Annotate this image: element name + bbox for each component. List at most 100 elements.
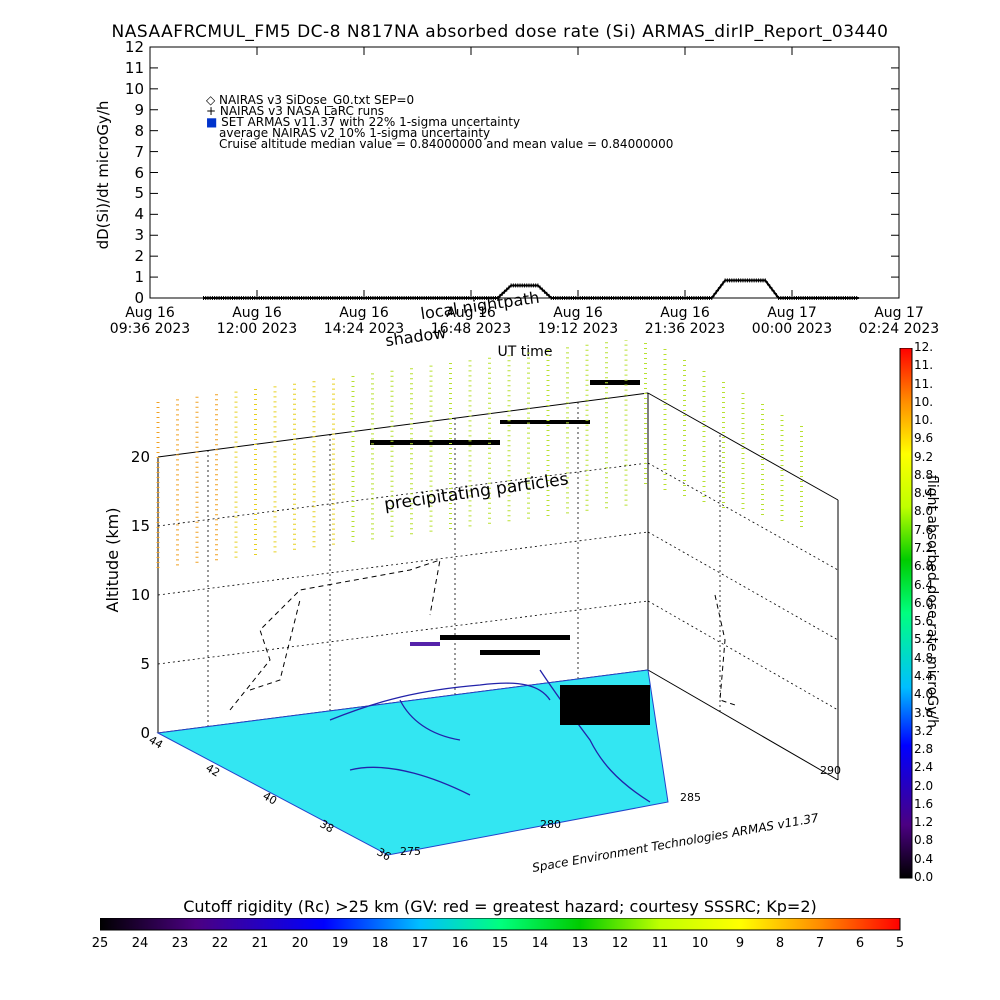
x-tick-label: Aug 16 16:48 2023 (430, 305, 512, 337)
x-axis-label: UT time (497, 344, 553, 360)
y-tick-label: 4 (134, 205, 144, 224)
colorbar-tick-label: 6.8 (914, 559, 934, 574)
legend-entry-sidose: ◇ NAIRAS v3 SiDose_G0.txt SEP=0 (206, 93, 415, 107)
colorbar-tick-label: 5.2 (914, 632, 934, 647)
colorbar-tick-label: 8.0 (914, 504, 934, 519)
y-tick-label: 11 (124, 58, 144, 77)
altitude-tick-label: 5 (140, 655, 150, 673)
longitude-tick-label: 285 (680, 791, 701, 804)
altitude-axis-label: Altitude (km) (103, 508, 122, 613)
cutoff-tick-label: 25 (91, 936, 109, 951)
colorbar-tick-label: 8.8 (914, 467, 934, 482)
cutoff-tick-label: 22 (211, 936, 229, 951)
longitude-tick-label: 280 (540, 818, 561, 831)
colorbar-tick-label: 4.4 (914, 668, 934, 683)
cutoff-label: Cutoff rigidity (Rc) >25 km (GV: red = g… (183, 897, 817, 916)
y-tick-label: 6 (134, 163, 144, 182)
series-points-armas (203, 278, 858, 300)
precipitating-particles-annotation: precipitating particles (383, 469, 570, 515)
cutoff-tick-label: 16 (451, 936, 469, 951)
longitude-ticks: 275 280 285 290 (400, 764, 841, 858)
colorbar-tick-label: 3.6 (914, 705, 934, 720)
legend-entry-larc: + NAIRAS v3 NASA LaRC runs (206, 104, 385, 118)
latitude-ticks: 44 42 40 38 36 (147, 733, 394, 863)
y-tick-label: 9 (134, 100, 144, 119)
altitude-3d-chart: precipitating particles Altitude (km) 0 5… (103, 340, 841, 875)
colorbar-tick-label: 10. (914, 413, 934, 428)
colorbar-tick-label: 9.6 (914, 431, 934, 446)
legend: ◇ NAIRAS v3 SiDose_G0.txt SEP=0 + NAIRAS… (206, 93, 674, 151)
cutoff-tick-label: 18 (371, 936, 389, 951)
colorbar-tick-label: 7.2 (914, 541, 934, 556)
y-tick-label: 0 (134, 289, 144, 307)
y-tick-label: 5 (134, 184, 144, 203)
credit-text: Space Environment Technologies ARMAS v11… (531, 811, 820, 875)
y-tick-label: 1 (134, 268, 144, 287)
x-tick-label: Aug 16 12:00 2023 (216, 305, 298, 337)
longitude-tick-label: 275 (400, 845, 421, 858)
map-floor (156, 669, 669, 856)
purple-points (410, 642, 440, 646)
dose-colorbar (899, 348, 913, 879)
cutoff-tick-label: 19 (331, 936, 349, 951)
colorbar-tick-label: 7.6 (914, 522, 934, 537)
latitude-tick-label: 40 (261, 789, 280, 807)
y-tick-label: 7 (134, 142, 144, 161)
colorbar-tick-label: 1.2 (914, 815, 934, 830)
colorbar-tick-label: 2.4 (914, 760, 934, 775)
cutoff-tick-label: 10 (691, 936, 709, 951)
cutoff-tick-label: 23 (171, 936, 189, 951)
latitude-tick-label: 42 (204, 761, 223, 779)
coastlines (329, 669, 651, 803)
cutoff-tick-label: 6 (855, 936, 865, 951)
legend-marker: ■ (206, 115, 218, 129)
colorbar-label: flight absorbed dose rate microGy/h (924, 475, 940, 728)
colorbar-tick-label: 4.8 (914, 650, 934, 665)
colorbar-tick-label: 6.4 (914, 577, 934, 592)
colorbar-tick-label: 11. (914, 358, 934, 373)
colorbar-tick-label: 9.2 (914, 449, 934, 464)
legend-text: NAIRAS v3 NASA LaRC runs (219, 104, 385, 118)
cutoff-tick-label: 12 (611, 936, 629, 951)
x-tick-label: Aug 16 21:36 2023 (644, 305, 726, 337)
colorbar-tick-label: 2.0 (914, 778, 934, 793)
flight-track (229, 559, 736, 711)
legend-text: Cruise altitude median value = 0.8400000… (219, 137, 674, 151)
colorbar-tick-label: 6.0 (914, 595, 934, 610)
cutoff-colorbar (100, 918, 901, 931)
colorbar-tick-label: 3.2 (914, 723, 934, 738)
particle-columns (156, 340, 803, 572)
latitude-tick-label: 38 (318, 817, 337, 835)
x-tick-label: Aug 17 02:24 2023 (858, 305, 940, 337)
colorbar-tick-label: 2.8 (914, 742, 934, 757)
y-tick-label: 2 (134, 247, 144, 266)
cutoff-tick-label: 9 (735, 936, 745, 951)
dose-rate-chart: dD(Si)/dt microGy/h (94, 46, 900, 300)
page-title: NASAAFRCMUL_FM5 DC-8 N817NA absorbed dos… (111, 22, 889, 42)
cutoff-tick-label: 7 (815, 936, 825, 951)
colorbar-tick-label: 1.6 (914, 796, 934, 811)
x-tick-marks (149, 47, 900, 298)
y-tick-marks (150, 46, 899, 299)
y-tick-label: 10 (124, 79, 144, 98)
measured-points (370, 380, 650, 725)
cutoff-tick-label: 21 (251, 936, 269, 951)
y-axis-label: dD(Si)/dt microGy/h (94, 101, 112, 250)
x-tick-label: Aug 16 09:36 2023 (109, 305, 191, 337)
colorbar-tick-label: 10. (914, 394, 934, 409)
colorbar-tick-label: 0.0 (914, 870, 934, 884)
longitude-tick-label: 290 (820, 764, 841, 777)
x-tick-label: Aug 16 19:12 2023 (537, 305, 619, 337)
altitude-tick-label: 15 (131, 517, 150, 535)
altitude-tick-label: 20 (131, 448, 150, 466)
cutoff-tick-label: 8 (775, 936, 785, 951)
legend-entry-armas: ■ SET ARMAS v11.37 with 22% 1-sigma unce… (206, 115, 673, 129)
y-tick-label: 8 (134, 121, 144, 140)
altitude-tick-label: 10 (131, 586, 150, 604)
y-tick-label: 3 (134, 226, 144, 245)
colorbar-tick-label: 0.4 (914, 851, 934, 866)
legend-text: NAIRAS v3 SiDose_G0.txt SEP=0 (219, 93, 415, 107)
grid-lines (157, 402, 839, 727)
colorbar-tick-label: 4.0 (914, 687, 934, 702)
colorbar-tick-label: 11. (914, 376, 934, 391)
